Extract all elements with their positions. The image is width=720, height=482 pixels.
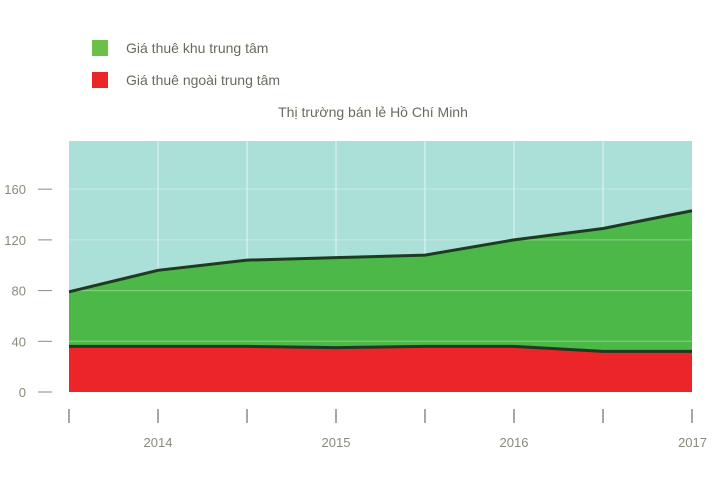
chart-title: Thị trường bán lẻ Hồ Chí Minh xyxy=(278,104,468,120)
legend-swatch-central xyxy=(92,40,108,56)
area-outside xyxy=(69,346,692,392)
x-tick-label-2016: 2016 xyxy=(500,435,529,450)
line-outside xyxy=(69,344,692,353)
y-tick-label-80: 80 xyxy=(12,284,26,299)
line-central xyxy=(68,209,693,294)
x-tick-label-2015: 2015 xyxy=(322,435,351,450)
legend-item-outside: Giá thuê ngoài trung tâm xyxy=(92,72,280,88)
legend-swatch-outside xyxy=(92,72,108,88)
y-tick-label-40: 40 xyxy=(12,334,26,349)
legend-item-central: Giá thuê khu trung tâm xyxy=(92,40,280,56)
legend-label-central: Giá thuê khu trung tâm xyxy=(126,40,269,56)
y-tick-label-120: 120 xyxy=(4,233,26,248)
y-tick-label-160: 160 xyxy=(4,182,26,197)
chart-legend: Giá thuê khu trung tâm Giá thuê ngoài tr… xyxy=(92,40,280,104)
y-tick-label-0: 0 xyxy=(19,385,26,400)
x-tick-label-2014: 2014 xyxy=(144,435,173,450)
legend-label-outside: Giá thuê ngoài trung tâm xyxy=(126,72,281,88)
x-tick-label-2017: 2017 xyxy=(678,435,707,450)
